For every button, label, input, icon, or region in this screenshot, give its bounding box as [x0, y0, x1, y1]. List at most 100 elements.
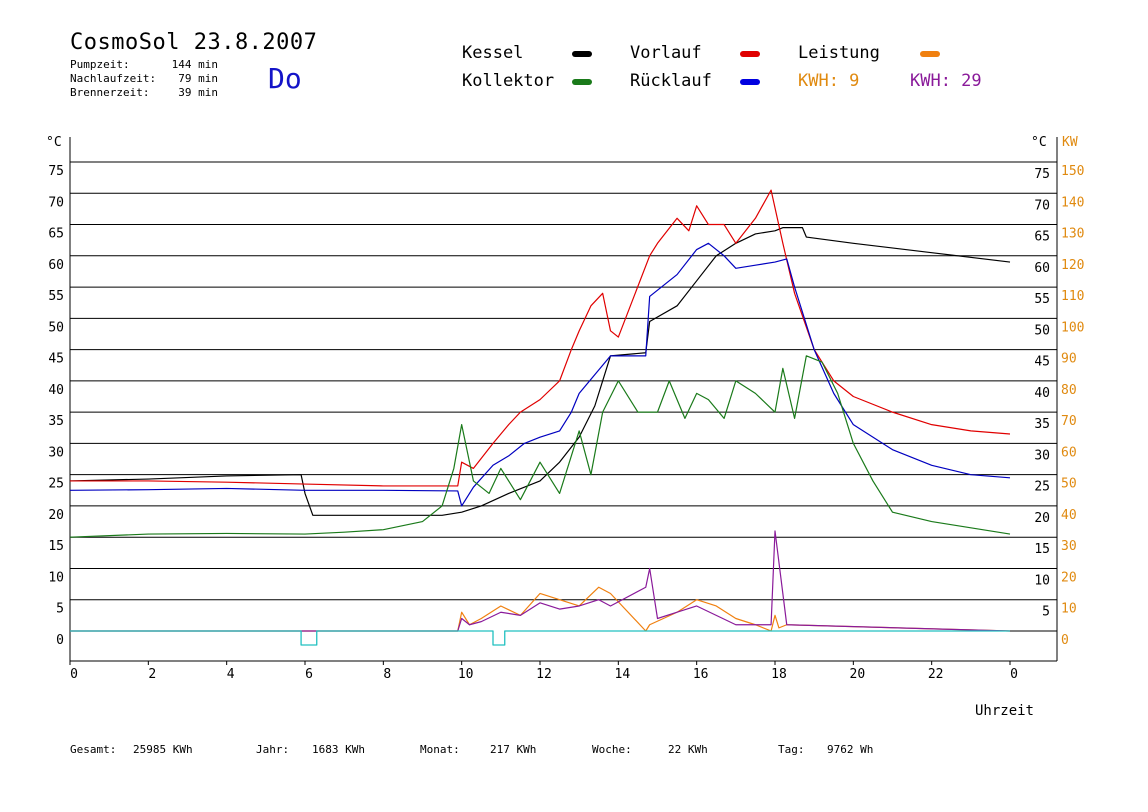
y-tick-label-right: 70	[1034, 198, 1050, 213]
y-tick-label-right: 25	[1034, 480, 1050, 495]
y-tick-label-left: 45	[48, 352, 64, 367]
legend-swatch-leistung	[920, 51, 940, 57]
y-tick-label-kw: 40	[1061, 508, 1077, 523]
x-tick-label: 22	[928, 667, 944, 682]
y-tick-label-kw: 60	[1061, 445, 1077, 460]
legend-swatch-ruecklauf	[740, 79, 760, 85]
x-tick-label: 6	[305, 667, 313, 682]
y-tick-label-left: 35	[48, 414, 64, 429]
x-tick-label: 2	[148, 667, 156, 682]
y-axis-unit-kw: KW	[1062, 135, 1078, 150]
stat-pumpzeit-value: 144 min	[171, 58, 218, 71]
legend-label-leistung: Leistung	[798, 43, 880, 63]
y-tick-label-left: 55	[48, 289, 64, 304]
y-tick-label-left: 60	[48, 258, 64, 273]
footer-jahr-label: Jahr:	[256, 743, 290, 756]
x-tick-label: 20	[850, 667, 866, 682]
series-line-pumpzeit	[70, 630, 1010, 646]
footer-tag-value: 9762 Wh	[827, 743, 874, 756]
y-tick-label-right: 5	[1042, 605, 1050, 620]
x-tick-label: 0	[70, 667, 78, 682]
series-line-rcklauf	[69, 242, 1011, 507]
series-line-kollektor	[69, 355, 1011, 538]
x-tick-label: 12	[536, 667, 552, 682]
x-tick-label: 8	[383, 667, 391, 682]
footer-jahr-value: 1683 KWh	[312, 743, 365, 756]
chart-title: CosmoSol 23.8.2007	[70, 30, 318, 55]
stat-brennerzeit-label: Brennerzeit:	[70, 86, 150, 99]
y-tick-label-kw: 70	[1061, 414, 1077, 429]
y-tick-label-left: 65	[48, 227, 64, 242]
y-tick-label-left: 40	[48, 383, 64, 398]
footer-woche-label: Woche:	[592, 743, 632, 756]
y-tick-label-kw: 110	[1061, 289, 1084, 304]
y-tick-label-left: 5	[56, 602, 64, 617]
y-tick-label-kw: 130	[1061, 227, 1084, 242]
y-tick-label-right: 10	[1034, 573, 1050, 588]
stat-pumpzeit-label: Pumpzeit:	[70, 58, 130, 71]
y-tick-label-kw: 100	[1061, 320, 1084, 335]
y-tick-label-right: 35	[1034, 417, 1050, 432]
y-tick-label-right: 30	[1034, 448, 1050, 463]
footer-tag-label: Tag:	[778, 743, 805, 756]
y-tick-label-right: 15	[1034, 542, 1050, 557]
y-tick-label-left: 20	[48, 508, 64, 523]
y-tick-label-kw: 20	[1061, 570, 1077, 585]
x-axis-label: Uhrzeit	[975, 703, 1034, 719]
y-axis-unit-left: °C	[46, 135, 62, 150]
y-tick-label-left: 75	[48, 164, 64, 179]
series-line-pumpe	[70, 530, 1011, 632]
y-tick-label-kw: 140	[1061, 195, 1084, 210]
x-tick-label: 16	[693, 667, 709, 682]
x-tick-label: 0	[1010, 667, 1018, 682]
y-tick-label-right: 65	[1034, 230, 1050, 245]
y-tick-label-right: 50	[1034, 323, 1050, 338]
y-tick-label-kw: 120	[1061, 258, 1084, 273]
x-tick-label: 18	[771, 667, 787, 682]
y-tick-label-right: 75	[1034, 167, 1050, 182]
y-tick-label-kw: 0	[1061, 633, 1069, 648]
legend-label-kollektor: Kollektor	[462, 71, 555, 91]
x-tick-label: 4	[227, 667, 235, 682]
weekday-label: Do	[268, 62, 302, 95]
legend-swatch-vorlauf	[740, 51, 760, 57]
footer-monat-value: 217 KWh	[490, 743, 537, 756]
y-tick-label-left: 50	[48, 320, 64, 335]
series-line-leistung	[70, 586, 1011, 632]
kwh-label-leistung: KWH: 9	[798, 71, 860, 91]
footer-gesamt-label: Gesamt:	[70, 743, 117, 756]
stat-nachlaufzeit-value: 79 min	[178, 72, 218, 85]
stat-brennerzeit-value: 39 min	[178, 86, 218, 99]
series-line-kessel	[69, 227, 1011, 516]
legend-label-kessel: Kessel	[462, 43, 524, 63]
footer-woche-value: 22 KWh	[668, 743, 708, 756]
stat-nachlaufzeit-label: Nachlaufzeit:	[70, 72, 157, 85]
y-tick-label-kw: 150	[1061, 164, 1084, 179]
y-tick-label-kw: 90	[1061, 352, 1077, 367]
y-tick-label-right: 40	[1034, 386, 1050, 401]
footer-gesamt-value: 25985 KWh	[133, 743, 193, 756]
footer-monat-label: Monat:	[420, 743, 460, 756]
y-tick-label-right: 20	[1034, 511, 1050, 526]
y-tick-label-left: 15	[48, 539, 64, 554]
y-tick-label-left: 30	[48, 445, 64, 460]
y-tick-label-kw: 50	[1061, 477, 1077, 492]
y-axis-unit-right: °C	[1031, 135, 1047, 150]
y-tick-label-left: 25	[48, 477, 64, 492]
y-tick-label-right: 60	[1034, 261, 1050, 276]
legend-label-vorlauf: Vorlauf	[630, 43, 702, 63]
y-tick-label-left: 70	[48, 195, 64, 210]
y-tick-label-kw: 80	[1061, 383, 1077, 398]
y-tick-label-kw: 10	[1061, 602, 1077, 617]
legend-label-ruecklauf: Rücklauf	[630, 71, 712, 91]
y-tick-label-left: 10	[48, 570, 64, 585]
y-tick-label-left: 0	[56, 633, 64, 648]
y-tick-label-right: 55	[1034, 292, 1050, 307]
legend-swatch-kollektor	[572, 79, 592, 85]
kwh-label-pumpe: KWH: 29	[910, 71, 982, 91]
series-line-vorlauf	[70, 189, 1011, 487]
legend-swatch-kessel	[572, 51, 592, 57]
x-tick-label: 14	[615, 667, 631, 682]
y-tick-label-right: 45	[1034, 355, 1050, 370]
